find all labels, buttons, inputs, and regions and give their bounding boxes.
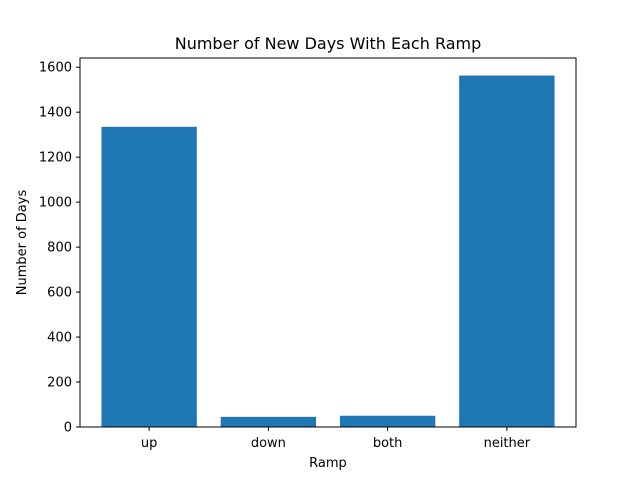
chart-title: Number of New Days With Each Ramp: [175, 34, 482, 53]
x-tick-label: neither: [484, 436, 531, 451]
bar-both: [339, 415, 436, 427]
y-tick-label: 1400: [39, 106, 72, 121]
y-tick-label: 1600: [39, 61, 72, 76]
y-tick-label: 800: [47, 241, 72, 256]
y-axis-ticks: 0 200 400 600 800 1000 1200 1400 1600: [39, 61, 80, 436]
bar-neither: [459, 75, 555, 427]
x-axis-label: Ramp: [309, 456, 347, 471]
y-tick-label: 1000: [39, 196, 72, 211]
x-tick-label: down: [251, 436, 286, 451]
y-tick-label: 0: [64, 421, 72, 436]
x-tick-label: up: [141, 436, 158, 451]
bar-up: [101, 126, 197, 427]
bars-group: [101, 75, 555, 427]
y-tick-label: 400: [47, 331, 72, 346]
x-axis-ticks: up down both neither: [141, 427, 531, 451]
bar-down: [220, 416, 317, 427]
x-tick-label: both: [373, 436, 403, 451]
y-tick-label: 600: [47, 286, 72, 301]
y-axis-label: Number of Days: [15, 190, 30, 296]
y-tick-label: 200: [47, 376, 72, 391]
y-tick-label: 1200: [39, 151, 72, 166]
plot-frame: [79, 57, 577, 428]
